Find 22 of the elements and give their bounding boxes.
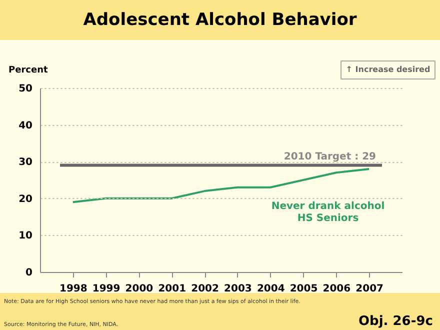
y-tick-label: 30: [18, 157, 33, 168]
y-tick-label: 0: [26, 268, 33, 278]
y-tick-label: 10: [18, 230, 33, 242]
series-label: Never drank alcohol HS Seniors: [271, 201, 385, 224]
y-tick-label: 40: [18, 120, 33, 132]
x-tick-label: 2007: [356, 284, 384, 294]
x-tick-label: 2002: [191, 284, 219, 294]
x-tick-label: 2006: [322, 284, 351, 294]
x-tick-label: 2004: [256, 284, 285, 294]
x-tick-label: 2005: [290, 284, 318, 294]
y-tick-label: 20: [18, 194, 33, 205]
y-axis-title: Percent: [8, 66, 48, 76]
x-tick-label: 1999: [92, 284, 120, 294]
y-tick-label: 50: [18, 84, 33, 94]
ref-line-label: 2010 Target : 29: [284, 151, 376, 162]
x-tick-label: 2001: [158, 284, 186, 294]
text: Obj. 26-9c: [358, 314, 433, 329]
x-tick-label: 2000: [125, 284, 154, 294]
text: ↑ Increase desired: [346, 65, 430, 74]
x-tick-label: 1998: [59, 284, 88, 294]
chart-title: Adolescent Alcohol Behavior: [83, 10, 358, 30]
x-tick-label: 2003: [224, 284, 252, 294]
